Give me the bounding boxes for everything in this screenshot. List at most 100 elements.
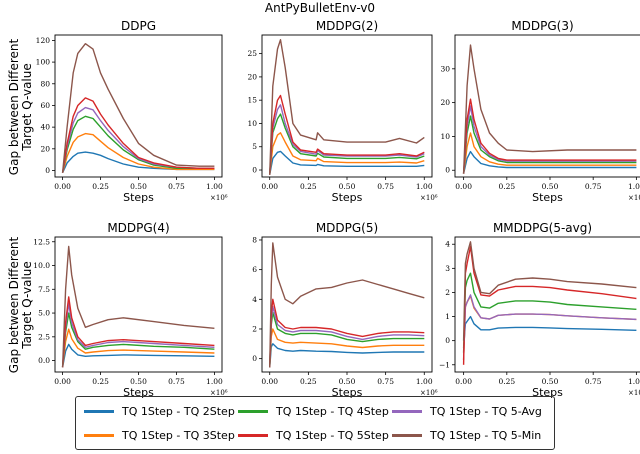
y-tick-label: 4	[252, 295, 257, 304]
series-line-red	[61, 97, 215, 173]
x-tick-label: 1.00	[416, 182, 433, 191]
x-axis-label: Steps	[332, 386, 363, 399]
y-tick-label: 6	[252, 265, 257, 274]
y-tick-label: 0.0	[38, 356, 50, 365]
y-tick-label: 1	[445, 312, 450, 321]
y-tick-label: 40	[40, 123, 50, 132]
y-tick-label: 25	[247, 49, 257, 58]
y-tick-label: 3	[445, 264, 450, 273]
y-tick-label: 30	[440, 64, 450, 73]
subplot-3: MDDPG(3) 0.00 0.25 0.50 0.75 1.00 0 10 20 30 Steps…	[440, 19, 640, 204]
series-line-brown	[61, 43, 215, 173]
x-tick-label: 0.75	[168, 182, 185, 191]
legend-label: TQ 1Step - TQ 5-Avg	[430, 404, 542, 418]
x-tick-label: 0.50	[542, 182, 559, 191]
series-line-red	[462, 245, 637, 365]
legend-item-orange: TQ 1Step - TQ 3Step	[84, 423, 238, 447]
legend-swatch	[392, 433, 422, 437]
series-line-purple	[61, 302, 215, 368]
series-line-green	[61, 115, 215, 173]
y-tick-label: 2.5	[38, 332, 50, 341]
series-line-brown	[462, 44, 637, 174]
series-line-purple	[462, 294, 637, 360]
series-line-brown	[269, 39, 425, 175]
axes-frame	[454, 34, 640, 178]
legend-item-red: TQ 1Step - TQ 5Step	[238, 423, 392, 447]
series-line-orange	[61, 132, 215, 173]
series-line-red	[269, 94, 425, 175]
legend-swatch	[84, 409, 114, 413]
y-tick-label: 2	[252, 324, 257, 333]
x-tick-label: 0.75	[377, 182, 394, 191]
legend-item-brown: TQ 1Step - TQ 5-Min	[392, 423, 546, 447]
legend-label: TQ 1Step - TQ 5Step	[276, 428, 389, 442]
legend-label: TQ 1Step - TQ 5-Min	[430, 428, 542, 442]
subplot-title: MDDPG(2)	[316, 19, 378, 33]
series-line-purple	[269, 104, 425, 175]
series-line-orange	[61, 328, 215, 368]
series-line-brown	[269, 242, 425, 368]
x-tick-label: 0.50	[339, 182, 356, 191]
legend-label: TQ 1Step - TQ 2Step	[122, 404, 235, 418]
y-tick-label: 120	[36, 36, 51, 45]
x-tick-label: 0.25	[498, 377, 515, 386]
series-line-orange	[269, 328, 425, 368]
x-tick-label: 1.00	[206, 377, 223, 386]
x-tick-label: 1.00	[416, 377, 433, 386]
x-tick-label: 0.75	[168, 377, 185, 386]
series-line-purple	[462, 105, 637, 174]
y-tick-label: 20	[40, 144, 50, 153]
y-tick-label: 8	[252, 235, 257, 244]
x-tick-label: 0.00	[455, 182, 472, 191]
x-scale-label: ×10⁶	[210, 389, 228, 397]
x-tick-label: 0.50	[339, 377, 356, 386]
series-line-blue	[269, 343, 425, 368]
legend-item-green: TQ 1Step - TQ 4Step	[238, 399, 392, 423]
series-line-purple	[269, 306, 425, 368]
series-line-red	[269, 298, 425, 368]
subplot-4: MDDPG(4) 0.00 0.25 0.50 0.75 1.00 0.0 2.5 5.0 7.5…	[33, 221, 227, 399]
x-scale-label: ×10⁶	[628, 389, 640, 397]
y-tick-label: 100	[36, 58, 51, 67]
y-tick-label: 0	[445, 336, 450, 345]
series-line-blue	[462, 315, 637, 348]
y-tick-label: 20	[440, 98, 450, 107]
series-line-green	[462, 115, 637, 174]
y-tick-label: 80	[40, 79, 50, 88]
series-line-red	[462, 98, 637, 174]
series-line-red	[61, 296, 215, 368]
x-tick-label: 0.00	[261, 377, 278, 386]
x-tick-label: 0.25	[300, 377, 317, 386]
series-line-brown	[462, 241, 637, 341]
legend-swatch	[238, 409, 268, 413]
y-tick-label: −1	[439, 360, 450, 369]
legend-swatch	[84, 433, 114, 437]
x-scale-label: ×10⁶	[628, 194, 640, 202]
y-tick-label: 0	[252, 166, 257, 175]
y-axis-label: Gap between DifferentTarget Q-value	[7, 39, 34, 176]
y-tick-label: 5	[252, 142, 257, 151]
x-tick-label: 0.25	[498, 182, 515, 191]
y-axis-label: Gap between DifferentTarget Q-value	[7, 237, 34, 374]
subplot-6: MMDDPG(5-avg) 0.00 0.25 0.50 0.75 1.00 −1 0 1 2 3 4…	[439, 221, 640, 399]
x-tick-label: 0.50	[130, 377, 147, 386]
x-tick-label: 1.00	[628, 182, 640, 191]
x-scale-label: ×10⁶	[420, 389, 438, 397]
series-line-green	[269, 312, 425, 368]
subplot-2: MDDPG(2) 0.00 0.25 0.50 0.75 1.00 0 5 10 15 20 25 St…	[247, 19, 437, 204]
subplot-title: DDPG	[121, 19, 156, 33]
x-tick-label: 1.00	[628, 377, 640, 386]
y-tick-label: 0	[445, 166, 450, 175]
x-tick-label: 0.25	[300, 182, 317, 191]
subplot-5: MDDPG(5) 0.00 0.25 0.50 0.75 1.00 0 2 4 6 8 Steps ×1…	[252, 221, 438, 399]
axes-frame	[54, 236, 223, 373]
x-axis-label: Steps	[332, 191, 363, 204]
series-line-purple	[61, 106, 215, 173]
subplot-title: MDDPG(5)	[316, 221, 378, 235]
y-tick-label: 7.5	[38, 285, 50, 294]
series-line-brown	[61, 245, 215, 368]
x-tick-label: 1.00	[206, 182, 223, 191]
legend-label: TQ 1Step - TQ 4Step	[276, 404, 389, 418]
y-tick-label: 10	[440, 132, 450, 141]
